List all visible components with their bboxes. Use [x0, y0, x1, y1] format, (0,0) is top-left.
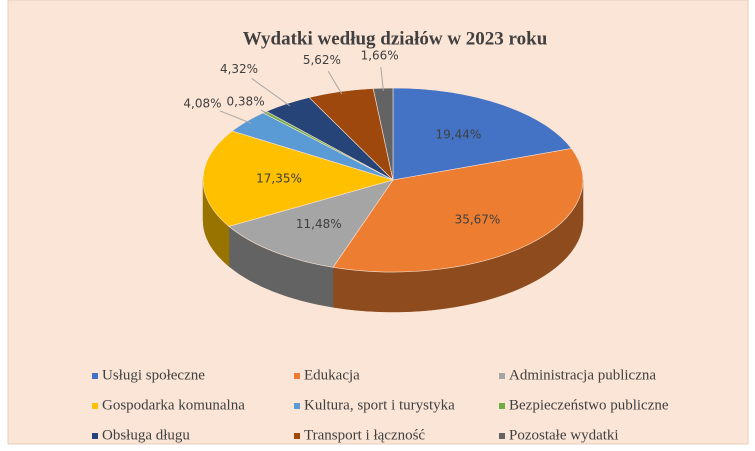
pie-slice	[228, 179, 394, 268]
leader-line	[219, 110, 252, 124]
data-label: 4,32%	[220, 62, 258, 76]
legend-label: Obsługa długu	[102, 427, 190, 443]
legend-swatch	[294, 403, 300, 409]
legend-label: Bezpieczeństwo publiczne	[509, 397, 669, 413]
data-label: 5,62%	[303, 53, 341, 67]
chart-title: Wydatki według działów w 2023 roku	[243, 28, 548, 49]
legend-swatch	[294, 373, 300, 379]
leader-line	[251, 78, 291, 107]
pie-slice	[392, 87, 573, 181]
legend-swatch	[499, 433, 505, 439]
data-label: 11,48%	[296, 217, 342, 231]
legend-label: Kultura, sport i turystyka	[304, 397, 455, 413]
legend-label: Edukacja	[304, 367, 360, 383]
legend-label: Gospodarka komunalna	[102, 397, 245, 413]
pie-slice	[202, 130, 395, 227]
data-label: 17,35%	[256, 172, 302, 186]
legend-label: Usługi społeczne	[102, 367, 205, 383]
legend-swatch	[92, 373, 98, 379]
data-label: 4,08%	[183, 96, 221, 110]
leader-line	[327, 71, 343, 95]
legend-label: Pozostałe wydatki	[509, 427, 619, 443]
legend-swatch	[294, 433, 300, 439]
legend-swatch	[499, 373, 505, 379]
legend-label: Transport i łączność	[304, 427, 425, 443]
data-label: 35,67%	[455, 212, 501, 226]
legend-swatch	[92, 403, 98, 409]
pie-slice	[332, 148, 584, 273]
data-label: 1,66%	[361, 48, 399, 62]
data-label: 0,38%	[226, 94, 264, 108]
legend-label: Administracja publiczna	[509, 367, 656, 383]
leader-line	[380, 66, 384, 91]
legend-swatch	[92, 433, 98, 439]
legend-swatch	[499, 403, 505, 409]
leader-line	[260, 109, 269, 115]
data-label: 19,44%	[435, 127, 481, 141]
